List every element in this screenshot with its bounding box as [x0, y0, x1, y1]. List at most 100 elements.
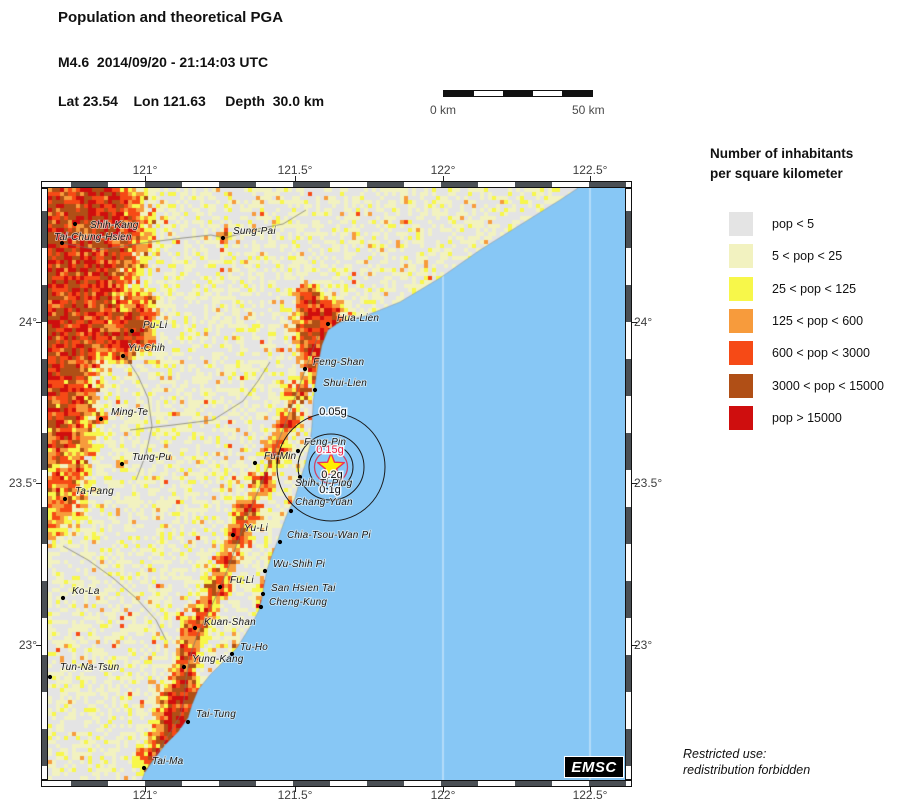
city-dot [220, 235, 226, 241]
city-dot [230, 532, 236, 538]
event-magnitude-datetime: M4.6 2014/09/20 - 21:14:03 UTC [58, 54, 269, 70]
city-label: Hua-Lien [337, 313, 379, 324]
tick-mark [294, 176, 296, 181]
map-area: 0.05g 0.15g 0.2g 0.1g Shih-Kang Tai-Chung-Hsi… [48, 188, 625, 780]
city-label: Yu-Chih [128, 343, 165, 354]
city-dot [260, 591, 266, 597]
legend-item-label: 5 < pop < 25 [772, 249, 843, 264]
restricted-line2: redistribution forbidden [683, 763, 811, 777]
city-dot [277, 539, 283, 545]
city-dot [217, 584, 223, 590]
pga-contour-label: 0.1g [319, 484, 340, 496]
city-dot [297, 474, 303, 480]
city-label: Wu-Shih Pi [273, 559, 326, 570]
legend-swatch [729, 341, 753, 366]
emsc-logo: EMSC [564, 756, 624, 778]
map-scale-bar [443, 90, 593, 97]
axis-tick-label-left: 24° [18, 315, 37, 329]
axis-tick-label-left: 23° [18, 638, 37, 652]
map-frame-top [41, 181, 632, 188]
axis-tick-label-bottom: 121° [132, 788, 158, 802]
axis-tick-label-bottom: 121.5° [277, 788, 313, 802]
city-label: Yu-Li [244, 523, 269, 534]
axis-tick-label-top: 122.5° [572, 163, 608, 177]
axis-tick-label-right: 23° [634, 638, 653, 652]
city-dot [295, 448, 301, 454]
city-label: Shui-Lien [323, 378, 367, 389]
city-dot [48, 674, 53, 680]
axis-tick-label-left: 23.5° [8, 476, 37, 490]
city-dot [120, 353, 126, 359]
restricted-use-note: Restricted use: redistribution forbidden [683, 746, 810, 778]
legend-title: Number of inhabitants per square kilomet… [710, 144, 853, 184]
city-dot [229, 651, 235, 657]
map-frame-right [625, 188, 632, 780]
city-label: Chia-Tsou-Wan Pi [287, 530, 371, 541]
city-dot [72, 221, 78, 227]
tick-mark [442, 176, 444, 181]
city-label: Chang-Yuan [295, 497, 353, 508]
city-label: Tai-Chung-Hsien [54, 232, 132, 243]
city-dot [325, 321, 331, 327]
tick-mark [144, 787, 146, 792]
tick-mark [144, 176, 146, 181]
legend-item-label: 125 < pop < 600 [772, 313, 864, 328]
tick-mark [36, 482, 41, 484]
legend-swatch [729, 373, 753, 398]
city-dot [98, 416, 104, 422]
city-label: Tai-Ma [152, 756, 184, 767]
tick-mark [294, 787, 296, 792]
city-dot [192, 625, 198, 631]
pga-contour-ring [276, 412, 386, 522]
city-label: Cheng-Kung [269, 597, 327, 608]
city-label: Fu-Li [230, 575, 254, 586]
city-dot [141, 765, 147, 771]
pga-contour-ring [297, 433, 365, 501]
city-label: Fu-Min [264, 451, 297, 462]
pga-contour-ring [308, 444, 354, 490]
map-overlay: 0.05g 0.15g 0.2g 0.1g Shih-KangTai-Chung-Hsi… [48, 219, 386, 771]
city-label: Ta-Pang [75, 486, 114, 497]
legend-item-label: pop > 15000 [772, 410, 842, 425]
legend-swatch [729, 405, 753, 430]
city-dot [302, 366, 308, 372]
city-label: Tai-Tung [196, 709, 236, 720]
restricted-line1: Restricted use: [683, 747, 767, 761]
city-label: Ming-Te [111, 407, 148, 418]
city-dot [262, 568, 268, 574]
city-dot [312, 387, 318, 393]
tick-mark [632, 321, 637, 323]
city-dot [119, 461, 125, 467]
city-dot [59, 240, 65, 246]
event-location-depth: Lat 23.54 Lon 121.63 Depth 30.0 km [58, 93, 325, 109]
tick-mark [632, 644, 637, 646]
city-dot [181, 664, 187, 670]
pga-contour-label: 0.05g [319, 406, 347, 418]
legend-title-line1: Number of inhabitants [710, 146, 854, 161]
city-label: Pu-Li [143, 320, 168, 331]
tick-mark [589, 787, 591, 792]
city-dot [252, 460, 258, 466]
population-map-canvas [48, 188, 625, 780]
legend-item-label: 3000 < pop < 15000 [772, 378, 884, 393]
tick-mark [632, 482, 637, 484]
legend-swatch [729, 276, 753, 301]
city-label: Yung-Kang [192, 654, 244, 665]
city-dot [288, 508, 294, 514]
scale-zero-label: 0 km [430, 103, 457, 117]
city-label: San Hsien Tai [271, 583, 336, 594]
legend-title-line2: per square kilometer [710, 166, 843, 181]
scale-fifty-label: 50 km [572, 103, 605, 117]
tick-mark [36, 321, 41, 323]
tick-mark [36, 644, 41, 646]
city-label: Shih-Kang [90, 220, 139, 231]
pga-contour-label: 0.2g [321, 469, 342, 481]
map-frame-left [41, 188, 48, 780]
city-label: Kuan-Shan [204, 617, 256, 628]
tick-mark [589, 176, 591, 181]
axis-tick-label-bottom: 122.5° [572, 788, 608, 802]
city-label: Ko-La [72, 586, 100, 597]
epicenter-star [317, 452, 345, 479]
city-label: Tu-Ho [240, 642, 268, 653]
